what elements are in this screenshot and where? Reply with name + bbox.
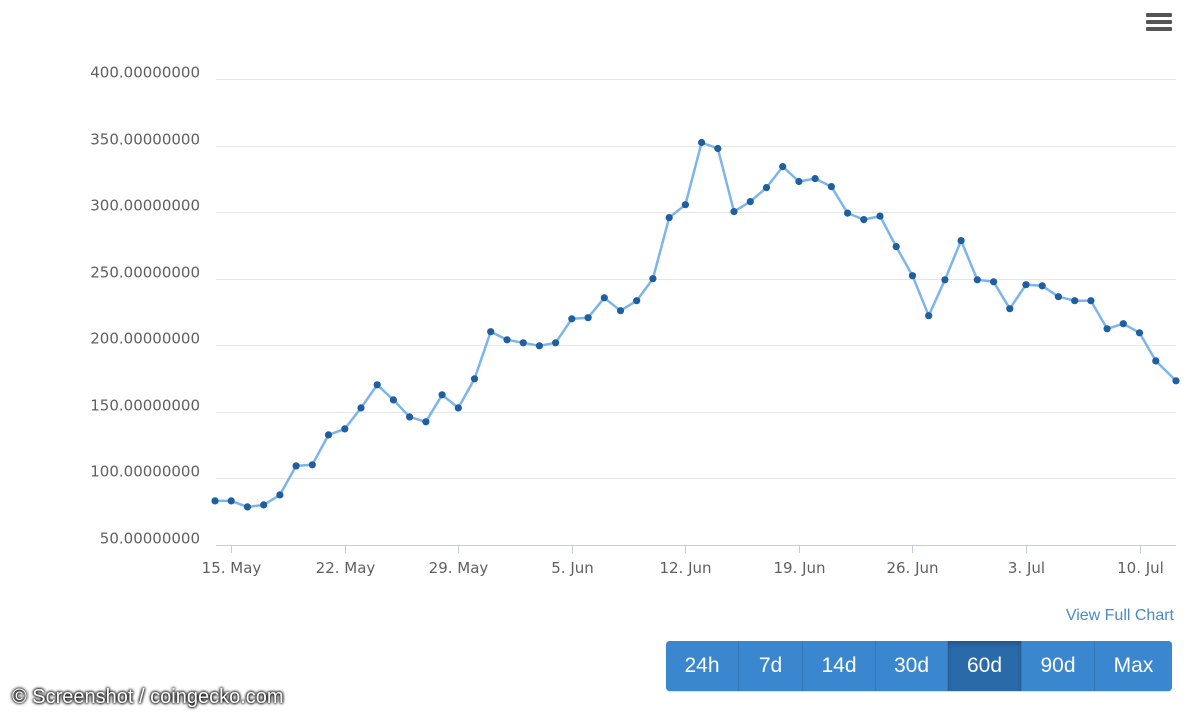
data-point-marker[interactable] (681, 201, 690, 209)
data-point-marker[interactable] (535, 342, 544, 350)
x-tick-label: 22. May (316, 559, 376, 577)
data-point-marker[interactable] (908, 272, 917, 280)
data-point-marker[interactable] (649, 275, 657, 283)
data-point-marker[interactable] (454, 404, 462, 412)
data-point-marker[interactable] (276, 491, 284, 499)
range-button-14d[interactable]: 14d (803, 641, 876, 691)
y-tick-label: 100.00000000 (90, 463, 200, 481)
x-tick-label: 26. Jun (886, 559, 938, 577)
hamburger-menu-icon (1146, 13, 1172, 17)
y-axis-labels: 50.00000000 100.00000000 150.00000000 200.0… (90, 64, 200, 548)
price-line (215, 141, 1177, 509)
data-point-marker[interactable] (746, 198, 754, 206)
data-point-marker[interactable] (925, 312, 933, 320)
data-point-marker[interactable] (941, 276, 949, 284)
data-point-marker[interactable] (1054, 293, 1062, 301)
x-tick-label: 19. Jun (773, 559, 825, 577)
data-point-marker[interactable] (503, 336, 511, 344)
data-point-marker[interactable] (292, 462, 300, 470)
data-point-marker[interactable] (260, 501, 268, 509)
range-button-7d[interactable]: 7d (739, 641, 803, 691)
watermark: © Screenshot / coingecko.com (12, 686, 284, 708)
data-point-marker[interactable] (779, 163, 787, 171)
range-button-30d[interactable]: 30d (876, 641, 948, 691)
data-point-marker[interactable] (1152, 357, 1160, 365)
data-point-marker[interactable] (973, 276, 981, 284)
data-point-marker[interactable] (1022, 281, 1030, 289)
data-point-marker[interactable] (227, 497, 235, 505)
y-tick-label: 200.00000000 (90, 330, 200, 348)
data-point-marker[interactable] (762, 184, 771, 192)
y-tick-label: 250.00000000 (90, 264, 200, 282)
data-point-marker[interactable] (1038, 282, 1046, 290)
data-point-marker[interactable] (1006, 305, 1014, 313)
data-point-marker[interactable] (324, 431, 333, 439)
data-point-marker[interactable] (957, 237, 965, 245)
data-point-marker[interactable] (243, 503, 251, 511)
x-tick-label: 29. May (429, 559, 489, 577)
data-point-marker[interactable] (487, 328, 495, 336)
view-full-chart-link[interactable]: View Full Chart (1065, 607, 1174, 624)
time-range-selector: 24h 7d 14d 30d 60d 90d Max (666, 641, 1172, 691)
data-point-marker[interactable] (438, 391, 446, 399)
x-tick-label: 12. Jun (659, 559, 711, 577)
data-point-marker[interactable] (876, 212, 884, 220)
data-point-marker[interactable] (1103, 325, 1111, 333)
data-point-marker[interactable] (730, 208, 738, 216)
data-point-marker[interactable] (552, 339, 560, 347)
y-tick-label: 300.00000000 (90, 197, 200, 215)
y-tick-label: 150.00000000 (90, 397, 200, 415)
y-tick-label: 350.00000000 (90, 131, 200, 149)
y-tick-label: 400.00000000 (90, 64, 200, 82)
data-point-marker[interactable] (698, 138, 706, 147)
data-point-marker[interactable] (211, 497, 219, 505)
range-button-60d[interactable]: 60d (948, 641, 1022, 691)
range-button-24h[interactable]: 24h (666, 641, 739, 691)
y-tick-label: 50.00000000 (100, 530, 200, 548)
data-point-marker[interactable] (389, 396, 397, 404)
data-point-marker[interactable] (616, 307, 625, 315)
data-point-marker[interactable] (584, 314, 592, 322)
data-point-marker[interactable] (1119, 320, 1127, 328)
data-point-marker[interactable] (568, 315, 576, 323)
data-point-marker[interactable] (600, 294, 608, 302)
data-point-marker[interactable] (1172, 377, 1180, 385)
data-point-marker[interactable] (357, 404, 365, 412)
data-point-marker[interactable] (519, 339, 527, 347)
x-tick-label: 3. Jul (1008, 559, 1045, 577)
data-point-marker[interactable] (990, 278, 998, 286)
data-point-marker[interactable] (714, 144, 722, 153)
grid-lines (216, 79, 1176, 479)
chart-context-menu-button[interactable] (1144, 10, 1174, 36)
x-tick-label: 10. Jul (1117, 559, 1164, 577)
data-point-marker[interactable] (665, 214, 673, 222)
price-chart[interactable]: 50.00000000 100.00000000 150.00000000 200.0… (0, 0, 1200, 600)
x-tick-label: 15. May (202, 559, 262, 577)
hamburger-menu-icon-bar (1146, 27, 1172, 31)
data-point-marker[interactable] (470, 375, 479, 383)
data-point-marker[interactable] (827, 183, 836, 191)
hamburger-menu-icon-bar (1146, 20, 1172, 24)
x-axis: 15. May 22. May 29. May 5. Jun 12. Jun 19. Ju… (202, 545, 1176, 577)
data-point-marker[interactable] (844, 209, 852, 217)
data-point-marker[interactable] (1087, 297, 1095, 305)
range-button-90d[interactable]: 90d (1022, 641, 1095, 691)
data-point-marker[interactable] (341, 425, 349, 433)
data-point-marker[interactable] (860, 216, 868, 224)
data-point-marker[interactable] (811, 175, 819, 183)
data-point-marker[interactable] (308, 461, 316, 469)
price-series[interactable] (211, 138, 1180, 511)
data-point-marker[interactable] (1071, 297, 1079, 305)
data-point-marker[interactable] (795, 177, 803, 186)
data-point-marker[interactable] (633, 297, 641, 305)
data-point-marker[interactable] (1135, 329, 1144, 337)
range-button-max[interactable]: Max (1095, 641, 1172, 691)
data-point-marker[interactable] (373, 381, 381, 389)
data-point-marker[interactable] (422, 418, 430, 426)
data-point-marker[interactable] (406, 413, 414, 421)
data-point-marker[interactable] (892, 243, 900, 251)
x-tick-label: 5. Jun (551, 559, 594, 577)
